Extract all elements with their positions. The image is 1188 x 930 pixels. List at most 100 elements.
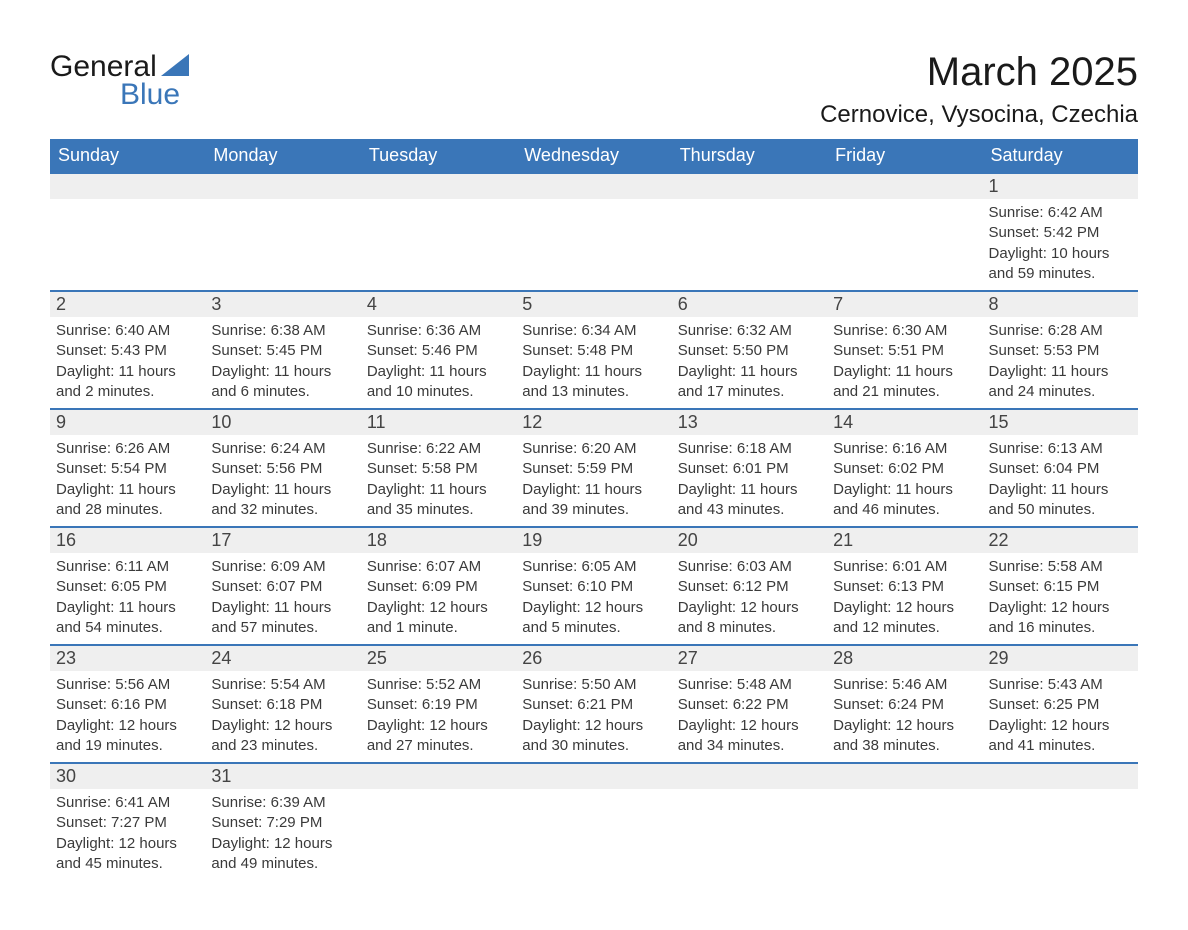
sunrise-text: Sunrise: 6:18 AM: [678, 439, 821, 459]
day-number: [516, 763, 671, 789]
day-cell: Sunrise: 6:26 AMSunset: 5:54 PMDaylight:…: [50, 435, 205, 527]
daylight-text: and 41 minutes.: [989, 736, 1132, 756]
sunrise-text: Sunrise: 6:42 AM: [989, 203, 1132, 223]
sunrise-text: Sunrise: 6:24 AM: [211, 439, 354, 459]
day-header: Tuesday: [361, 139, 516, 173]
daylight-text: and 43 minutes.: [678, 500, 821, 520]
day-header: Sunday: [50, 139, 205, 173]
daylight-text: and 12 minutes.: [833, 618, 976, 638]
day-cell: Sunrise: 5:56 AMSunset: 6:16 PMDaylight:…: [50, 671, 205, 763]
daylight-text: and 32 minutes.: [211, 500, 354, 520]
day-number: 28: [827, 645, 982, 671]
day-number: 9: [50, 409, 205, 435]
sunset-text: Sunset: 6:22 PM: [678, 695, 821, 715]
day-cell: Sunrise: 6:41 AMSunset: 7:27 PMDaylight:…: [50, 789, 205, 880]
daynum-row: 23242526272829: [50, 645, 1138, 671]
sunrise-text: Sunrise: 6:41 AM: [56, 793, 199, 813]
day-number: 22: [983, 527, 1138, 553]
sunrise-text: Sunrise: 6:01 AM: [833, 557, 976, 577]
daynum-row: 2345678: [50, 291, 1138, 317]
daylight-text: and 27 minutes.: [367, 736, 510, 756]
sunset-text: Sunset: 6:21 PM: [522, 695, 665, 715]
content-row: Sunrise: 6:41 AMSunset: 7:27 PMDaylight:…: [50, 789, 1138, 880]
sunset-text: Sunset: 6:16 PM: [56, 695, 199, 715]
day-cell: Sunrise: 5:54 AMSunset: 6:18 PMDaylight:…: [205, 671, 360, 763]
day-cell: [50, 199, 205, 291]
day-cell: Sunrise: 6:01 AMSunset: 6:13 PMDaylight:…: [827, 553, 982, 645]
day-number: 1: [983, 173, 1138, 199]
daylight-text: and 49 minutes.: [211, 854, 354, 874]
day-header: Wednesday: [516, 139, 671, 173]
page-header: General Blue March 2025 Cernovice, Vysoc…: [50, 50, 1138, 129]
daynum-row: 9101112131415: [50, 409, 1138, 435]
day-cell: [361, 199, 516, 291]
daylight-text: Daylight: 12 hours: [211, 716, 354, 736]
daylight-text: Daylight: 12 hours: [522, 598, 665, 618]
daylight-text: Daylight: 12 hours: [678, 598, 821, 618]
sunset-text: Sunset: 5:53 PM: [989, 341, 1132, 361]
daylight-text: Daylight: 12 hours: [367, 598, 510, 618]
day-number: 11: [361, 409, 516, 435]
daylight-text: and 10 minutes.: [367, 382, 510, 402]
day-cell: Sunrise: 5:43 AMSunset: 6:25 PMDaylight:…: [983, 671, 1138, 763]
day-cell: Sunrise: 5:50 AMSunset: 6:21 PMDaylight:…: [516, 671, 671, 763]
sunset-text: Sunset: 5:59 PM: [522, 459, 665, 479]
sunrise-text: Sunrise: 6:39 AM: [211, 793, 354, 813]
day-cell: Sunrise: 6:16 AMSunset: 6:02 PMDaylight:…: [827, 435, 982, 527]
day-number: 23: [50, 645, 205, 671]
sunrise-text: Sunrise: 6:11 AM: [56, 557, 199, 577]
day-header: Monday: [205, 139, 360, 173]
day-cell: [827, 789, 982, 880]
day-cell: [516, 199, 671, 291]
daylight-text: Daylight: 12 hours: [989, 598, 1132, 618]
sunrise-text: Sunrise: 5:46 AM: [833, 675, 976, 695]
sunrise-text: Sunrise: 6:38 AM: [211, 321, 354, 341]
day-number: [827, 763, 982, 789]
sunset-text: Sunset: 5:58 PM: [367, 459, 510, 479]
daylight-text: and 21 minutes.: [833, 382, 976, 402]
daylight-text: and 6 minutes.: [211, 382, 354, 402]
day-cell: Sunrise: 6:40 AMSunset: 5:43 PMDaylight:…: [50, 317, 205, 409]
day-number: 31: [205, 763, 360, 789]
sunset-text: Sunset: 7:27 PM: [56, 813, 199, 833]
sunrise-text: Sunrise: 6:09 AM: [211, 557, 354, 577]
day-header-row: Sunday Monday Tuesday Wednesday Thursday…: [50, 139, 1138, 173]
daylight-text: Daylight: 11 hours: [989, 362, 1132, 382]
day-cell: [672, 789, 827, 880]
day-number: [516, 173, 671, 199]
daylight-text: Daylight: 11 hours: [522, 362, 665, 382]
daylight-text: and 1 minute.: [367, 618, 510, 638]
daylight-text: and 46 minutes.: [833, 500, 976, 520]
day-cell: Sunrise: 6:42 AMSunset: 5:42 PMDaylight:…: [983, 199, 1138, 291]
daylight-text: and 5 minutes.: [522, 618, 665, 638]
daylight-text: and 23 minutes.: [211, 736, 354, 756]
day-number: 20: [672, 527, 827, 553]
daylight-text: Daylight: 11 hours: [56, 362, 199, 382]
daylight-text: and 57 minutes.: [211, 618, 354, 638]
daylight-text: Daylight: 11 hours: [833, 362, 976, 382]
day-number: 5: [516, 291, 671, 317]
logo-word2: Blue: [120, 78, 180, 112]
daylight-text: and 59 minutes.: [989, 264, 1132, 284]
day-number: [983, 763, 1138, 789]
day-cell: Sunrise: 6:32 AMSunset: 5:50 PMDaylight:…: [672, 317, 827, 409]
daylight-text: and 35 minutes.: [367, 500, 510, 520]
daylight-text: and 13 minutes.: [522, 382, 665, 402]
content-row: Sunrise: 6:42 AMSunset: 5:42 PMDaylight:…: [50, 199, 1138, 291]
day-number: [672, 173, 827, 199]
day-cell: Sunrise: 6:28 AMSunset: 5:53 PMDaylight:…: [983, 317, 1138, 409]
sunset-text: Sunset: 6:01 PM: [678, 459, 821, 479]
daylight-text: Daylight: 11 hours: [56, 480, 199, 500]
day-number: 19: [516, 527, 671, 553]
day-header: Thursday: [672, 139, 827, 173]
sunset-text: Sunset: 6:07 PM: [211, 577, 354, 597]
day-cell: Sunrise: 5:58 AMSunset: 6:15 PMDaylight:…: [983, 553, 1138, 645]
day-number: 15: [983, 409, 1138, 435]
day-cell: [361, 789, 516, 880]
sunrise-text: Sunrise: 5:48 AM: [678, 675, 821, 695]
day-number: 8: [983, 291, 1138, 317]
day-cell: Sunrise: 6:09 AMSunset: 6:07 PMDaylight:…: [205, 553, 360, 645]
day-cell: Sunrise: 6:03 AMSunset: 6:12 PMDaylight:…: [672, 553, 827, 645]
content-row: Sunrise: 6:26 AMSunset: 5:54 PMDaylight:…: [50, 435, 1138, 527]
daylight-text: Daylight: 11 hours: [989, 480, 1132, 500]
